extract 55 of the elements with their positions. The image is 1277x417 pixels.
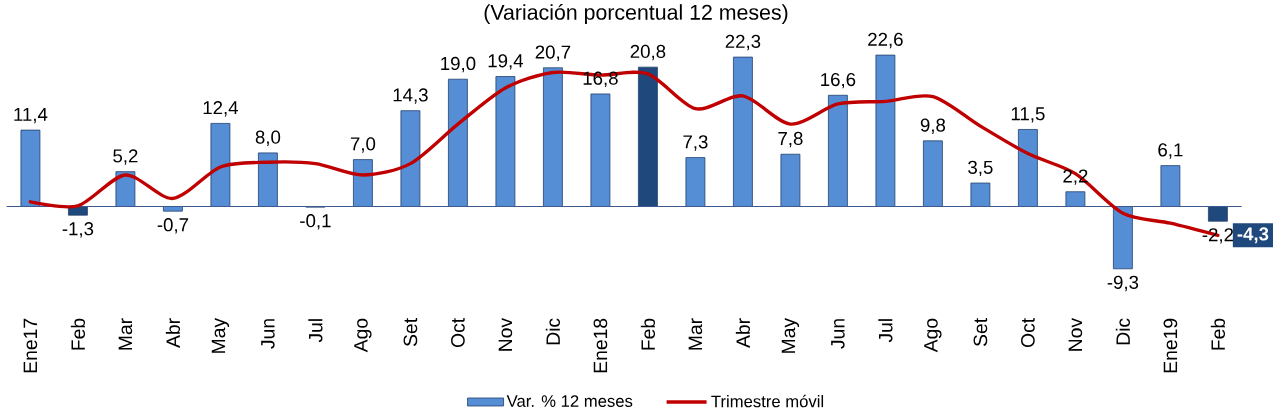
- x-tick-label: Oct: [1021, 318, 1035, 348]
- legend-label: Trimestre móvil: [711, 394, 824, 408]
- data-label: 11,4: [14, 107, 48, 124]
- data-label: 11,5: [1011, 107, 1045, 123]
- data-label: 7,8: [778, 131, 803, 148]
- data-label: 12,4: [203, 101, 239, 117]
- data-label: 7,3: [683, 135, 708, 151]
- x-tick-label: Set: [973, 318, 988, 347]
- data-label: 7,0: [350, 137, 376, 153]
- x-tick-label: Nov: [498, 317, 513, 351]
- data-label: 8,0: [255, 130, 281, 146]
- x-tick-label: Abr: [165, 318, 181, 348]
- x-tick-label: Mar: [688, 318, 703, 350]
- data-label: -0,7: [157, 218, 189, 234]
- data-label: 20,7: [535, 45, 571, 61]
- data-label: 19,0: [441, 56, 476, 73]
- x-tick-label: Ene19: [1163, 318, 1178, 373]
- chart-title: (Variación porcentual 12 meses): [484, 3, 788, 25]
- x-tick-label: Ene18: [593, 318, 608, 373]
- x-tick-label: Feb: [640, 318, 656, 350]
- data-label: -9,3: [1107, 275, 1139, 292]
- data-label: -2,2: [1202, 228, 1234, 244]
- x-tick-label: Abr: [735, 318, 751, 348]
- x-tick-label: Feb: [1210, 318, 1225, 350]
- data-label: 19,4: [488, 54, 524, 70]
- x-tick-label: Dic: [545, 318, 561, 345]
- x-tick-label: Ago: [354, 318, 372, 353]
- data-label: -4,3: [1237, 227, 1269, 244]
- data-label: 16,6: [821, 72, 856, 89]
- legend-label: Var. % 12 meses: [506, 395, 633, 407]
- data-label: 6,1: [1158, 143, 1183, 159]
- x-tick-label: Ene17: [23, 318, 38, 373]
- data-label: 3,5: [968, 160, 993, 177]
- x-tick-label: Set: [403, 318, 418, 347]
- data-label: 22,3: [725, 34, 761, 51]
- x-tick-label: Jun: [261, 319, 275, 349]
- x-tick-label: Oct: [451, 318, 465, 348]
- data-label: 5,2: [113, 149, 138, 165]
- x-tick-label: May: [211, 317, 230, 353]
- x-tick-label: Ago: [924, 318, 942, 353]
- data-label: -1,3: [62, 222, 94, 238]
- x-tick-label: Feb: [70, 318, 86, 350]
- x-tick-label: Jul: [308, 319, 323, 343]
- x-tick-label: Dic: [1115, 318, 1130, 345]
- data-label: 16,8: [583, 71, 618, 88]
- x-tick-label: Nov: [1068, 317, 1083, 351]
- data-label: 9,8: [920, 118, 946, 134]
- data-label: 14,3: [393, 88, 428, 104]
- x-tick-label: Jun: [831, 319, 845, 349]
- data-label: 22,6: [868, 32, 903, 49]
- data-label: 20,8: [630, 44, 666, 61]
- x-tick-label: Mar: [118, 318, 133, 350]
- data-label: -0,1: [300, 214, 331, 230]
- x-tick-label: May: [781, 317, 800, 353]
- x-tick-label: Jul: [878, 319, 893, 343]
